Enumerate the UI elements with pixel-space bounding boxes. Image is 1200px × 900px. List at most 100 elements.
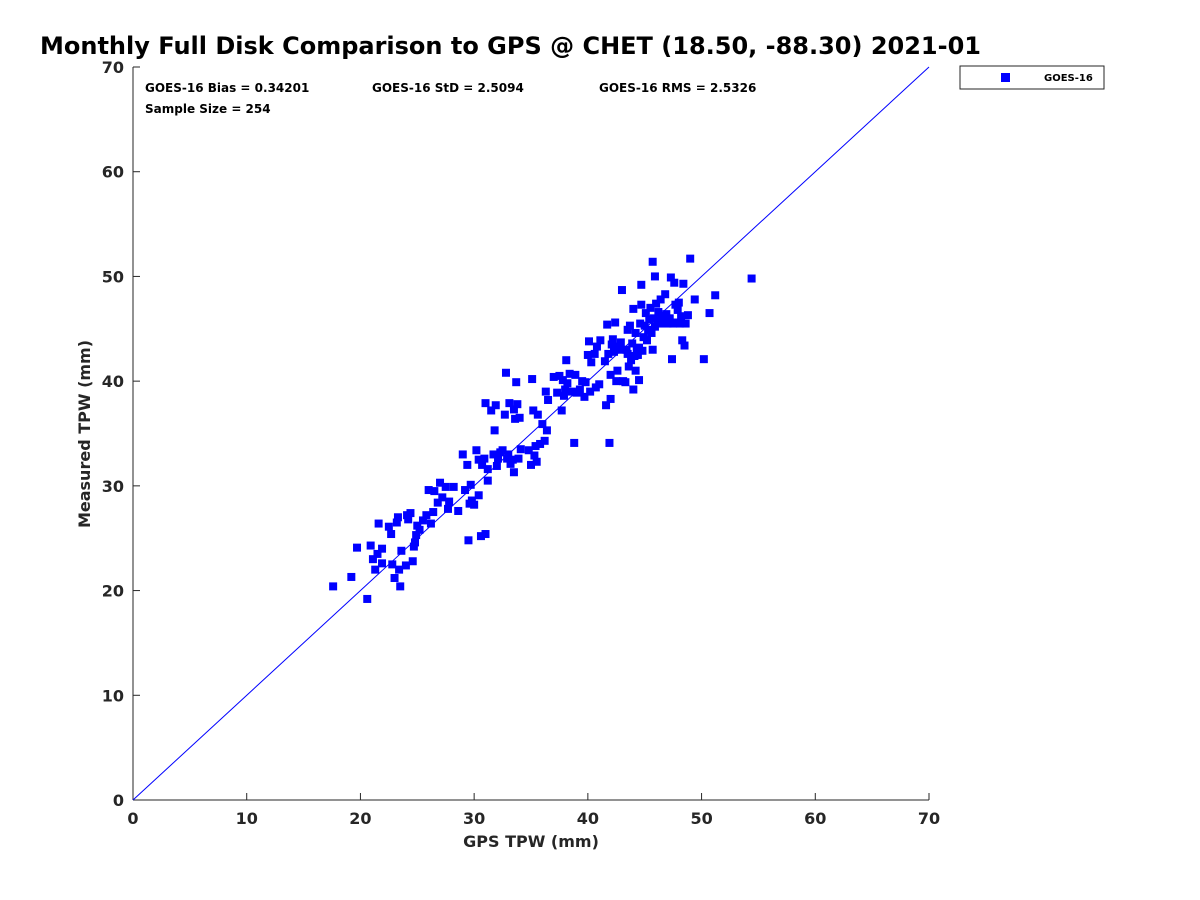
- data-point: [608, 335, 617, 344]
- data-point: [500, 410, 509, 419]
- data-point: [540, 436, 549, 445]
- data-point: [390, 574, 399, 583]
- data-point: [408, 557, 417, 566]
- data-point: [429, 508, 438, 517]
- data-point: [481, 530, 490, 539]
- data-point: [368, 555, 377, 564]
- data-point: [553, 388, 562, 397]
- data-point: [478, 460, 487, 469]
- data-point: [612, 377, 621, 386]
- data-point: [528, 375, 537, 384]
- x-tick-label: 60: [804, 809, 826, 828]
- data-point: [655, 319, 664, 328]
- data-point: [454, 506, 463, 515]
- data-point: [467, 496, 476, 505]
- bias-stat: GOES-16 Bias = 0.34201: [145, 81, 309, 95]
- data-point: [584, 337, 593, 346]
- data-point: [409, 542, 418, 551]
- x-tick-label: 50: [690, 809, 712, 828]
- legend-label-goes16: GOES-16: [1044, 73, 1093, 84]
- data-point: [668, 355, 677, 364]
- data-point: [561, 385, 570, 394]
- data-point: [586, 387, 595, 396]
- data-point: [524, 446, 533, 455]
- data-point: [615, 345, 624, 354]
- data-point: [541, 387, 550, 396]
- data-point: [686, 254, 695, 263]
- data-point: [441, 482, 450, 491]
- data-point: [663, 319, 672, 328]
- data-point: [674, 298, 683, 307]
- y-tick-label: 40: [102, 372, 124, 391]
- data-point: [458, 450, 467, 459]
- data-point: [563, 379, 572, 388]
- data-point: [483, 465, 492, 474]
- y-tick-label: 70: [102, 58, 124, 77]
- data-point: [366, 541, 375, 550]
- data-point: [587, 358, 596, 367]
- y-tick-label: 0: [113, 791, 124, 810]
- data-point: [606, 370, 615, 379]
- data-point: [637, 280, 646, 289]
- data-point: [657, 312, 666, 321]
- data-point: [580, 392, 589, 401]
- data-point: [575, 385, 584, 394]
- data-point: [463, 460, 472, 469]
- data-point: [501, 368, 510, 377]
- data-point: [533, 410, 542, 419]
- data-point: [567, 387, 576, 396]
- data-point: [611, 318, 620, 327]
- data-point: [624, 362, 633, 371]
- data-point: [422, 511, 431, 520]
- data-point: [503, 454, 512, 463]
- data-point: [387, 530, 396, 539]
- data-point: [512, 378, 521, 387]
- data-point: [661, 290, 670, 299]
- data-point: [648, 345, 657, 354]
- data-point: [424, 486, 433, 495]
- data-point: [436, 478, 445, 487]
- data-point: [628, 339, 637, 348]
- data-point: [509, 468, 518, 477]
- data-point: [438, 493, 447, 502]
- data-point: [558, 376, 567, 385]
- data-point: [637, 300, 646, 309]
- data-point: [406, 509, 415, 518]
- data-point: [613, 366, 622, 375]
- series-goes16-points: [329, 254, 756, 603]
- data-point: [673, 305, 682, 314]
- sample-size-stat: Sample Size = 254: [145, 102, 271, 116]
- data-point: [622, 345, 631, 354]
- data-point: [621, 378, 630, 387]
- data-point: [679, 279, 688, 288]
- data-point: [531, 442, 540, 451]
- data-point: [378, 559, 387, 568]
- data-point: [494, 454, 503, 463]
- data-point: [678, 336, 687, 345]
- data-point: [559, 391, 568, 400]
- data-point: [570, 438, 579, 447]
- data-point: [646, 303, 655, 312]
- data-point: [623, 349, 632, 358]
- data-point: [411, 538, 420, 547]
- data-point: [516, 445, 525, 454]
- data-point: [412, 531, 421, 540]
- data-point: [472, 446, 481, 455]
- y-tick-label: 50: [102, 267, 124, 286]
- data-point: [642, 336, 651, 345]
- data-point: [527, 460, 535, 469]
- data-point: [483, 476, 492, 485]
- data-point: [347, 572, 356, 581]
- data-point: [690, 295, 699, 304]
- data-point: [603, 320, 612, 329]
- data-point: [363, 594, 372, 603]
- data-point: [396, 582, 405, 591]
- data-point: [602, 401, 611, 410]
- data-point: [604, 349, 613, 358]
- data-point: [508, 455, 517, 464]
- data-point: [631, 328, 640, 337]
- data-point: [530, 451, 539, 460]
- data-point: [392, 518, 401, 527]
- x-tick-label: 40: [577, 809, 599, 828]
- data-point: [677, 312, 686, 321]
